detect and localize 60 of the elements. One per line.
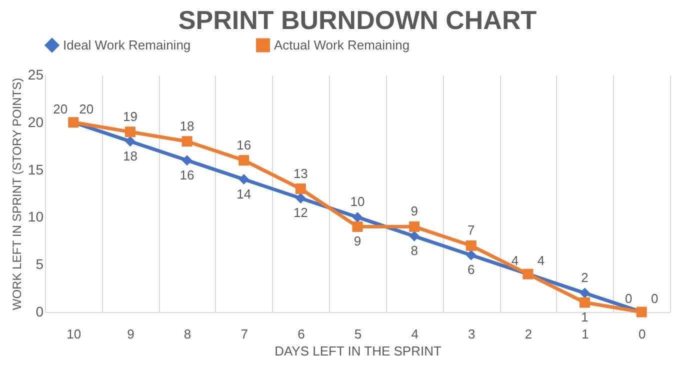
data-label: 6 bbox=[468, 262, 475, 278]
data-label: 4 bbox=[537, 253, 545, 268]
x-tick-label: 8 bbox=[184, 326, 192, 342]
point bbox=[124, 136, 136, 147]
point bbox=[352, 212, 363, 222]
y-tick-label: 10 bbox=[28, 208, 44, 225]
x-tick-label: 0 bbox=[638, 326, 646, 342]
data-label: 19 bbox=[122, 108, 138, 124]
x-tick-label: 6 bbox=[298, 326, 305, 342]
x-tick-label: 1 bbox=[582, 326, 589, 342]
data-label: 16 bbox=[236, 137, 252, 152]
data-label: 12 bbox=[293, 205, 308, 220]
y-tick-label: 0 bbox=[36, 304, 44, 320]
data-label: 10 bbox=[350, 194, 365, 210]
point bbox=[182, 136, 192, 147]
data-label: 0 bbox=[650, 291, 658, 306]
chart-title: SPRINT BURNDOWN CHART bbox=[178, 5, 537, 35]
data-label: 8 bbox=[410, 243, 418, 258]
data-label: 7 bbox=[468, 222, 475, 238]
y-tick-label: 20 bbox=[28, 114, 44, 130]
point bbox=[466, 240, 476, 251]
point bbox=[409, 230, 420, 242]
data-label: 1 bbox=[581, 310, 588, 325]
data-label: 18 bbox=[122, 148, 138, 164]
data-label: 0 bbox=[624, 291, 632, 306]
x-tick-label: 2 bbox=[524, 326, 532, 342]
point bbox=[580, 288, 590, 298]
y-axis-title: WORK LEFT IN SPRINT (STORY POINTS) bbox=[10, 78, 24, 310]
y-tick-label: 5 bbox=[36, 256, 44, 272]
data-label: 20 bbox=[79, 101, 94, 116]
data-label: 13 bbox=[293, 166, 308, 181]
legend-label: Actual Work Remaining bbox=[274, 37, 410, 52]
data-label: 18 bbox=[180, 118, 194, 134]
point bbox=[466, 250, 476, 260]
y-tick-label: 15 bbox=[28, 161, 44, 178]
data-label: 9 bbox=[354, 234, 362, 249]
data-label: 4 bbox=[511, 253, 519, 268]
point bbox=[580, 297, 590, 308]
data-label: 9 bbox=[410, 204, 418, 219]
point bbox=[295, 184, 306, 194]
point bbox=[295, 192, 306, 204]
data-label: 16 bbox=[180, 167, 194, 182]
y-tick-label: 25 bbox=[28, 66, 44, 82]
point bbox=[409, 221, 420, 232]
x-tick-label: 7 bbox=[240, 326, 248, 342]
data-label: 2 bbox=[581, 270, 588, 286]
legend-label: Ideal Work Remaining bbox=[63, 37, 191, 52]
data-label: 20 bbox=[53, 101, 68, 116]
x-tick-label: 10 bbox=[66, 326, 82, 342]
point bbox=[124, 126, 136, 138]
x-tick-label: 4 bbox=[411, 326, 418, 342]
x-tick-label: 5 bbox=[354, 326, 362, 342]
x-tick-label: 9 bbox=[127, 326, 134, 342]
point bbox=[238, 174, 250, 185]
x-tick-label: 3 bbox=[468, 326, 476, 342]
point bbox=[352, 221, 363, 232]
point bbox=[182, 155, 192, 166]
x-axis-title: DAYS LEFT IN THE SPRINT bbox=[274, 344, 442, 358]
point bbox=[238, 155, 250, 166]
data-label: 14 bbox=[236, 186, 252, 202]
